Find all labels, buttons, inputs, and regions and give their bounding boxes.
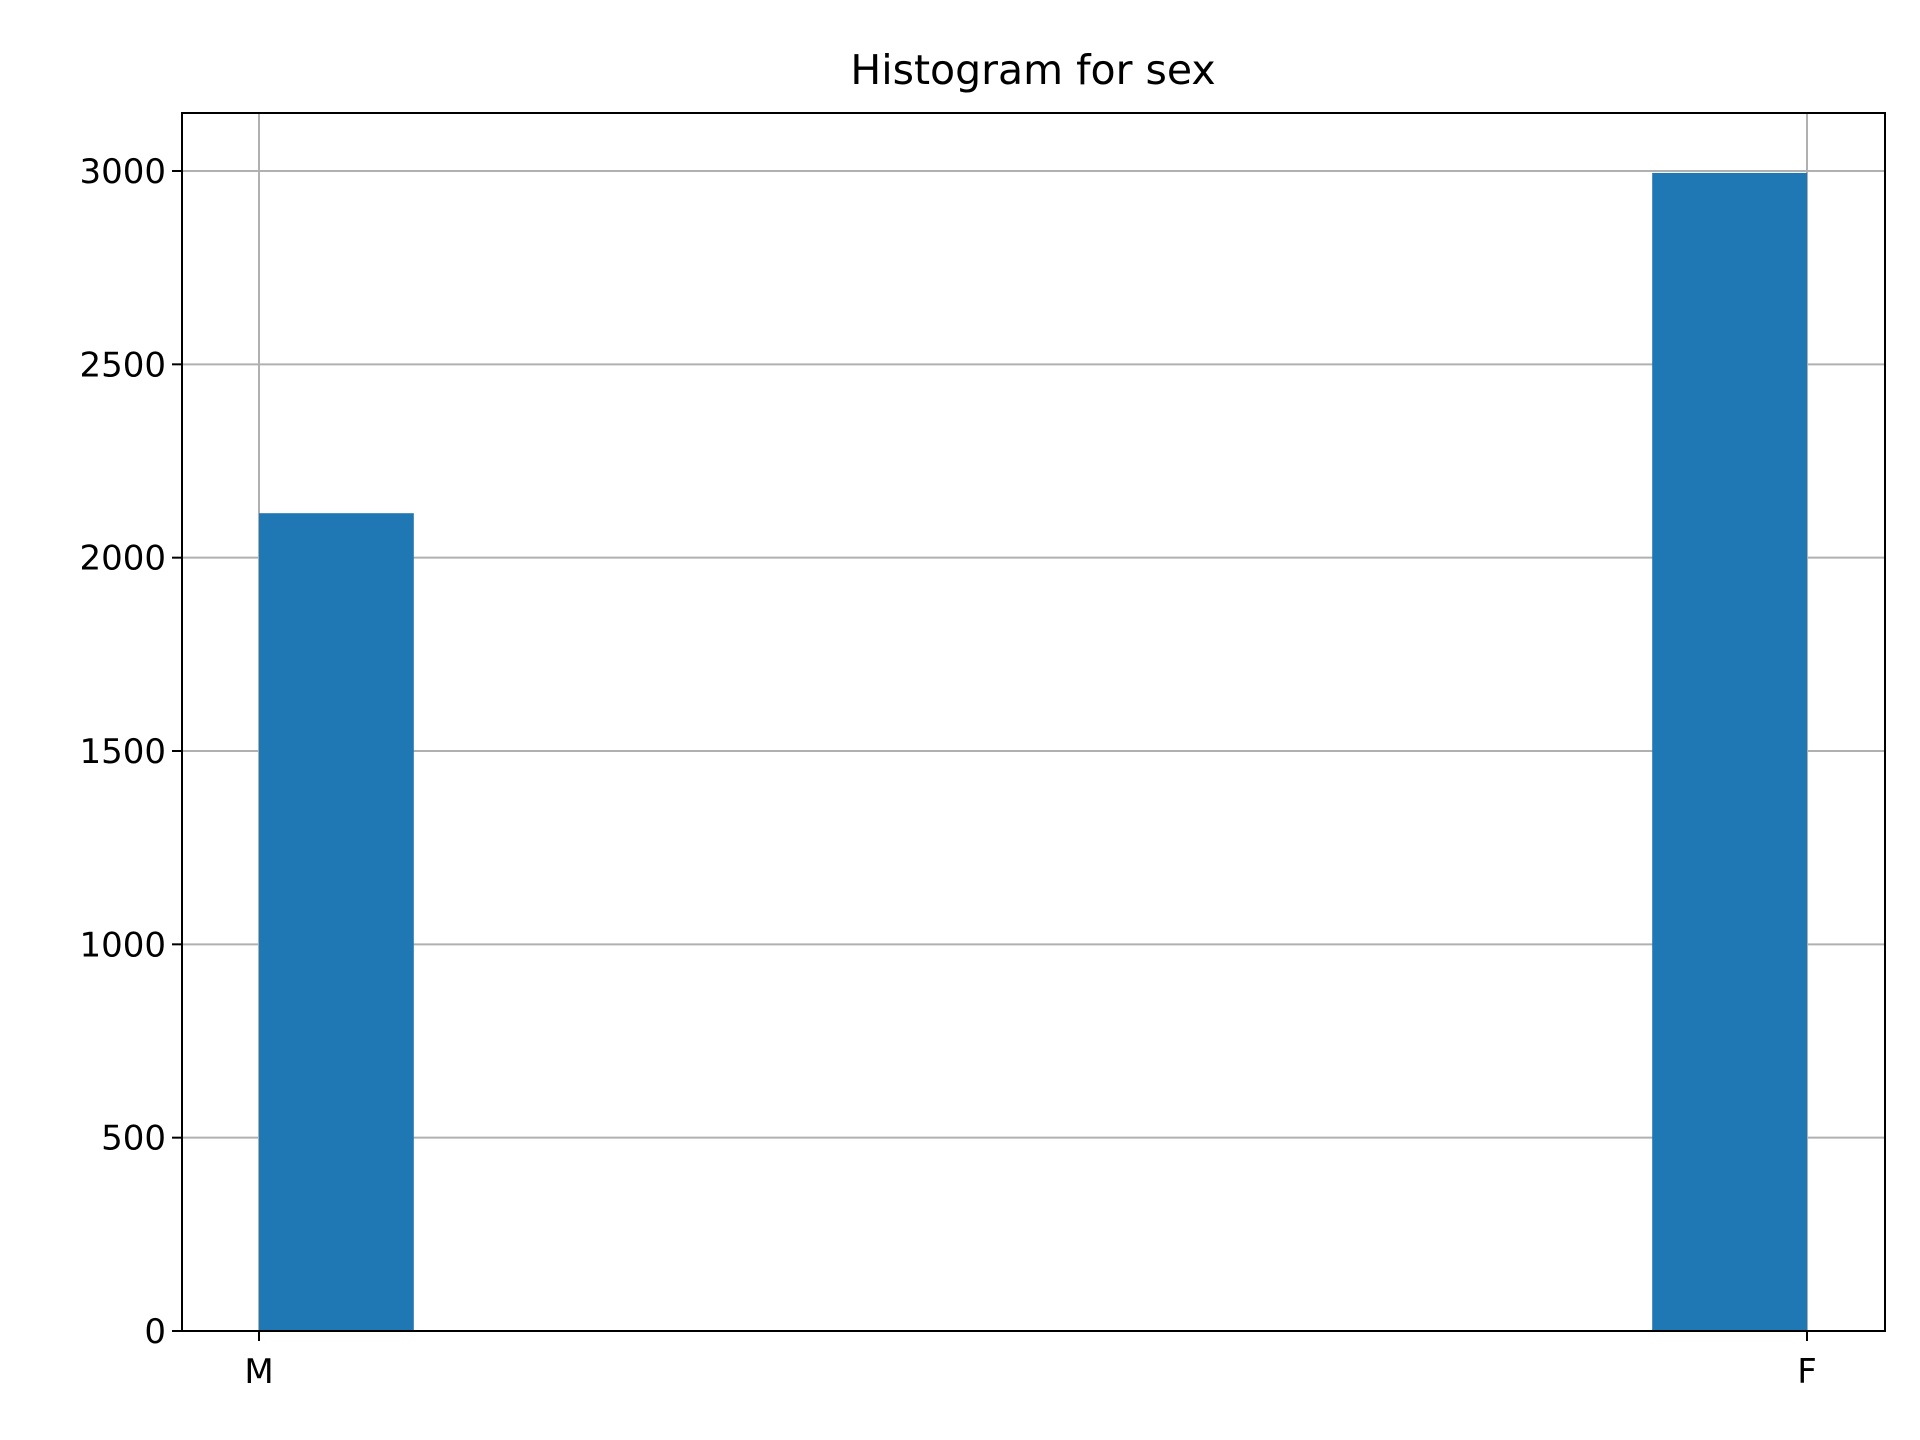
y-tick-label: 1500 [79, 732, 166, 772]
axis-ticks: 0 500 1000 1500 2000 2500 3000 M F [79, 152, 1816, 1392]
y-tick-label: 3000 [79, 152, 166, 192]
grid-lines [182, 113, 1885, 1332]
bar-m [259, 513, 414, 1331]
y-tick-label: 0 [144, 1312, 166, 1352]
bars [259, 172, 1807, 1331]
chart-title: Histogram for sex [850, 46, 1215, 94]
y-tick-label: 2500 [79, 345, 166, 385]
x-tick-label: F [1797, 1352, 1817, 1392]
y-tick-label: 500 [101, 1119, 166, 1159]
y-tick-label: 1000 [79, 925, 166, 965]
plot-frame [181, 112, 1886, 1332]
bar-f [1652, 172, 1807, 1331]
y-tick-label: 2000 [79, 539, 166, 579]
x-tick-label: M [244, 1352, 273, 1392]
